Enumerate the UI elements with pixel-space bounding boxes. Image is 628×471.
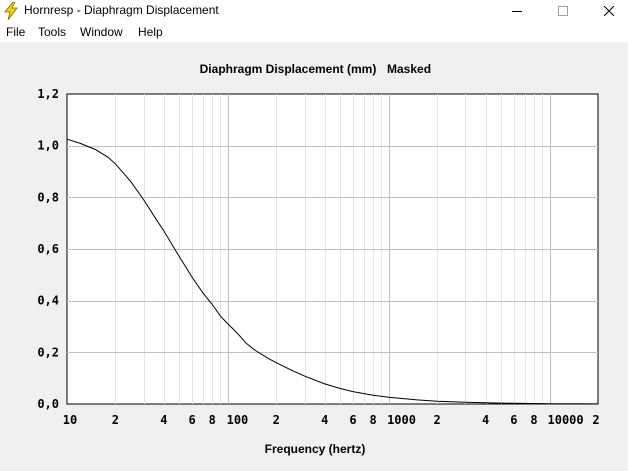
menu-bar: File Tools Window Help [0, 22, 628, 43]
grid-lines [67, 94, 598, 404]
x-tick-label: 6 [510, 413, 517, 427]
chart-panel: Diaphragm Displacement (mm) Masked 10 2 4 6… [0, 42, 628, 471]
x-tick-label: 8 [370, 413, 377, 427]
lightning-bolt-icon [4, 2, 18, 20]
x-tick-label: 1000 [387, 413, 416, 427]
y-tick-label: 0,0 [37, 397, 59, 411]
x-tick-label: 2 [112, 413, 119, 427]
x-tick-label: 2 [273, 413, 280, 427]
y-tick-label: 0,6 [37, 242, 59, 256]
x-axis-tick-labels: 10 2 4 6 8 100 2 4 6 8 1000 2 4 6 8 10000 2 [63, 413, 600, 427]
y-tick-label: 1,2 [37, 87, 59, 101]
x-tick-label: 4 [160, 413, 167, 427]
close-button[interactable] [586, 0, 628, 22]
x-tick-label: 10 [63, 413, 77, 427]
x-tick-label: 6 [189, 413, 196, 427]
x-tick-label: 8 [209, 413, 216, 427]
maximize-button[interactable] [540, 0, 586, 22]
x-tick-label: 4 [482, 413, 489, 427]
displacement-chart: Diaphragm Displacement (mm) Masked 10 2 4 6… [37, 62, 600, 456]
chart-title: Diaphragm Displacement (mm) [200, 62, 377, 76]
x-tick-label: 10000 [548, 413, 584, 427]
y-axis-tick-labels: 0,0 0,2 0,4 0,6 0,8 1,0 1,2 [37, 87, 59, 411]
menu-window[interactable]: Window [80, 25, 123, 39]
x-tick-label: 100 [227, 413, 249, 427]
x-tick-label: 6 [349, 413, 356, 427]
y-tick-label: 0,8 [37, 190, 59, 204]
x-tick-label: 2 [434, 413, 441, 427]
chart-subtitle: Masked [387, 62, 431, 76]
minimize-icon [512, 11, 522, 12]
x-tick-label: 2 [592, 413, 599, 427]
displacement-series-line [66, 138, 599, 405]
minimize-button[interactable] [494, 0, 540, 22]
window-title: Hornresp - Diaphragm Displacement [24, 3, 219, 17]
menu-help[interactable]: Help [138, 25, 163, 39]
y-tick-label: 1,0 [37, 139, 59, 153]
maximize-icon [558, 6, 568, 16]
menu-tools[interactable]: Tools [38, 25, 67, 39]
menu-file[interactable]: File [6, 25, 26, 39]
y-tick-label: 0,4 [37, 294, 59, 308]
title-bar[interactable]: Hornresp - Diaphragm Displacement [0, 0, 628, 22]
x-tick-label: 8 [530, 413, 537, 427]
x-axis-label: Frequency (hertz) [265, 442, 366, 456]
x-tick-label: 4 [321, 413, 328, 427]
y-tick-label: 0,2 [37, 345, 59, 359]
close-icon [604, 6, 614, 16]
